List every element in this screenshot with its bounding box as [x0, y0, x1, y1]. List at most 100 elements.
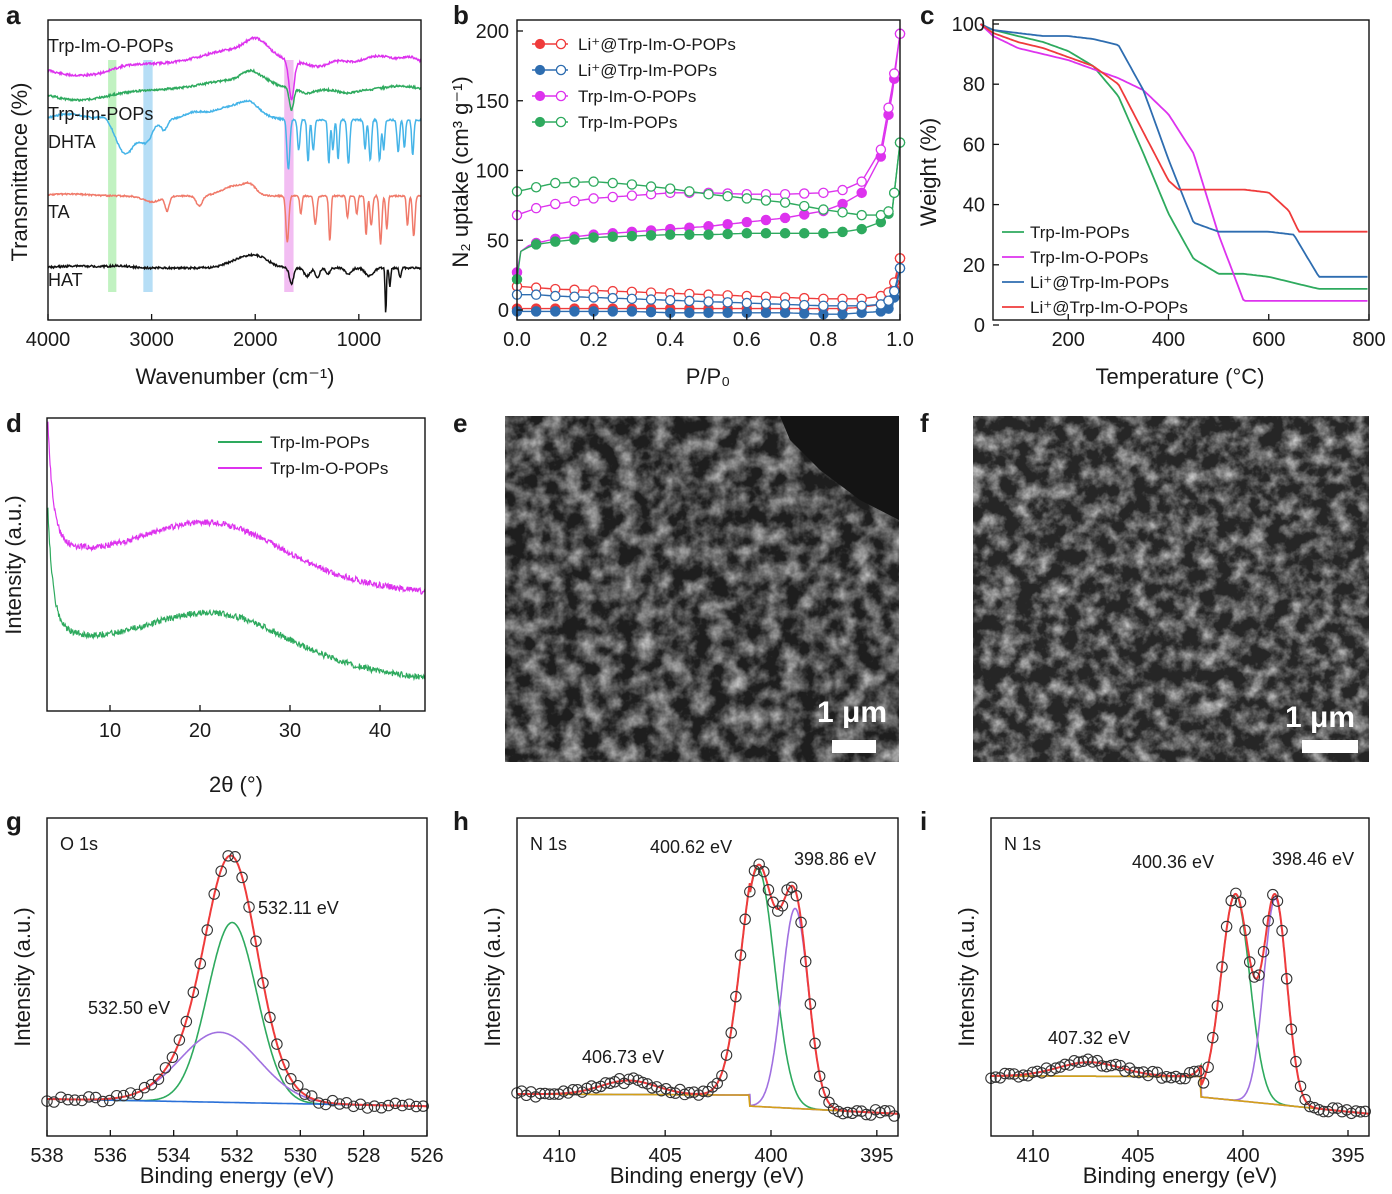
b-legend-marker-filled — [534, 116, 546, 128]
pg-data-point — [229, 851, 241, 863]
ph-data-point — [837, 1107, 849, 1120]
panel-f-sem-image: 1 μm — [973, 416, 1369, 762]
ph-data-point — [739, 913, 751, 926]
b-data-point — [645, 306, 657, 318]
b-data-point — [837, 207, 848, 218]
b-data-point — [883, 102, 894, 113]
pg-data-point — [285, 1073, 297, 1085]
pg-data-point — [305, 1090, 318, 1102]
b-data-point — [569, 306, 580, 317]
ph-data-point — [623, 1073, 635, 1086]
b-data-point — [889, 285, 900, 297]
b-data-point — [703, 296, 714, 307]
b-legend-label: Trp-Im-O-POPs — [578, 87, 696, 106]
b-data-point — [799, 228, 810, 239]
ph-data-point — [818, 1086, 831, 1099]
b-data-point — [741, 297, 753, 309]
b-data-point — [741, 216, 753, 228]
b-data-point — [607, 191, 619, 203]
pg-data-point — [354, 1098, 367, 1110]
pi-data-point — [1313, 1104, 1325, 1116]
panel-h-xps-n1s: 410 405 400 395 N 1s 400.62 eV 398.86 eV 40… — [480, 817, 900, 1188]
b-data-point — [799, 188, 810, 199]
pg-data-point — [83, 1091, 95, 1103]
pi-data-point — [1174, 1072, 1187, 1085]
pg-data-point — [292, 1079, 304, 1092]
i-peak-label-398-46: 398.46 eV — [1272, 849, 1354, 869]
b-data-point — [530, 202, 542, 214]
pg-data-point — [62, 1093, 74, 1106]
panel-h-frame — [516, 817, 899, 1137]
b-xtick-label: 0.8 — [809, 329, 837, 351]
pg-data-point — [410, 1100, 422, 1113]
g-xtick-label: 528 — [347, 1145, 380, 1167]
b-data-point — [741, 193, 753, 204]
pg-data-point — [55, 1091, 67, 1103]
pi-data-point — [1207, 1031, 1219, 1044]
b-data-point — [588, 176, 599, 187]
c-legend-label: Li⁺@Trp-Im-POPs — [1030, 273, 1169, 292]
sem-e-dark-corner — [780, 416, 899, 520]
pg-data-point — [326, 1094, 339, 1107]
a-curve-trp-im-o-pops — [47, 36, 422, 101]
b-data-point — [722, 218, 733, 230]
h-title: N 1s — [530, 834, 567, 854]
h-xtick-label: 400 — [754, 1145, 787, 1167]
ph-data-point — [860, 1108, 872, 1121]
b-data-point — [837, 184, 848, 196]
i-peak-label-407-32: 407.32 eV — [1048, 1028, 1130, 1048]
sem-f-scale-label: 1 μm — [1285, 701, 1355, 734]
ph-data-point — [804, 998, 817, 1010]
b-y-axis-label: N₂ uptake (cm³ g⁻¹) — [448, 76, 473, 267]
ph-data-point — [888, 1110, 900, 1122]
b-data-point — [684, 186, 695, 197]
pg-data-point — [333, 1098, 346, 1110]
c-xtick-label: 200 — [1052, 329, 1085, 351]
pi-data-point — [1179, 1072, 1191, 1085]
pg-data-point — [299, 1088, 311, 1100]
b-data-point — [889, 68, 900, 79]
b-data-point — [550, 290, 561, 302]
pi-data-point — [1156, 1072, 1168, 1084]
pi-data-point — [1230, 887, 1242, 900]
pg-data-point — [131, 1088, 144, 1101]
g-component-532-50 — [47, 1031, 427, 1107]
c-xtick-label: 400 — [1152, 329, 1185, 351]
c-y-axis-label: Weight (%) — [916, 118, 941, 226]
ph-data-point — [539, 1087, 551, 1100]
b-data-point — [626, 230, 638, 242]
panel-letter-b: b — [453, 0, 469, 30]
panel-letter-a: a — [6, 0, 21, 30]
g-xtick-label: 538 — [30, 1145, 63, 1167]
b-ytick-label: 150 — [476, 91, 509, 113]
b-data-point — [703, 307, 714, 319]
b-xtick-label: 0.2 — [580, 329, 608, 351]
sem-e-scale-bar — [832, 740, 876, 753]
b-data-point — [779, 212, 791, 224]
ph-data-point — [716, 1069, 728, 1082]
d-curve-trp-im-o-pops — [47, 421, 426, 595]
b-data-point — [883, 295, 894, 306]
ph-data-point — [744, 885, 756, 898]
ph-data-point — [604, 1077, 616, 1090]
b-data-point — [799, 299, 810, 311]
b-legend-marker-filled — [534, 38, 546, 50]
b-data-point — [684, 229, 695, 240]
panel-g-frame — [46, 817, 428, 1137]
i-y-axis-label: Intensity (a.u.) — [954, 907, 979, 1046]
pi-data-point — [1146, 1065, 1159, 1078]
panel-letter-i: i — [920, 806, 927, 836]
b-data-point — [722, 297, 733, 308]
pi-data-point — [1331, 1102, 1344, 1114]
c-legend-label: Trp-Im-POPs — [1030, 223, 1129, 242]
b-legend-marker-filled — [534, 90, 546, 102]
a-xtick-label: 2000 — [233, 329, 278, 351]
a-label-ta: TA — [48, 202, 70, 222]
pi-data-point — [1096, 1060, 1108, 1072]
panel-letter-c: c — [920, 0, 934, 30]
panel-i-xps-n1s: 410 405 400 395 N 1s 400.36 eV 398.46 eV 40… — [954, 817, 1371, 1188]
pg-data-point — [382, 1099, 395, 1112]
g-xtick-label: 530 — [284, 1145, 317, 1167]
b-data-point — [530, 239, 542, 250]
